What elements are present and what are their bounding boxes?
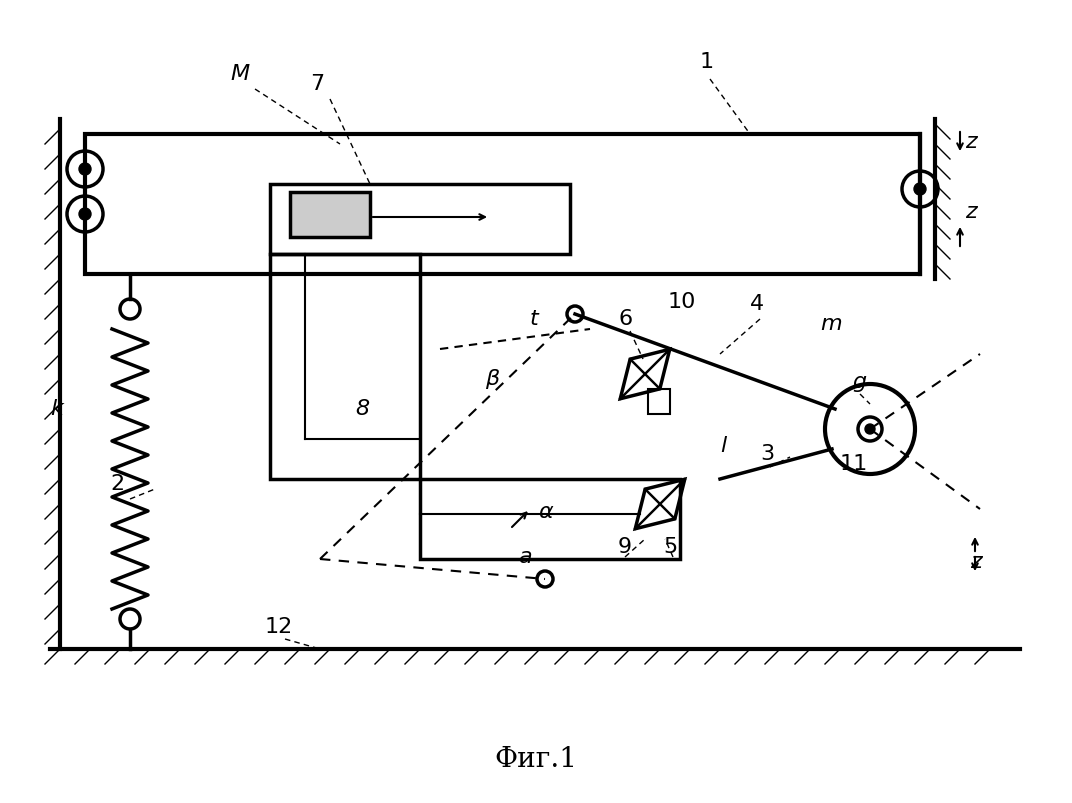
Bar (270, 255, 420, 479)
Circle shape (79, 209, 91, 221)
Text: 12: 12 (265, 616, 294, 636)
Circle shape (865, 425, 875, 434)
Text: z: z (965, 202, 977, 222)
Text: g: g (852, 372, 866, 392)
Text: Фиг.1: Фиг.1 (494, 745, 578, 772)
Text: k: k (50, 398, 63, 418)
Text: 3: 3 (760, 443, 774, 463)
Text: m: m (820, 314, 842, 333)
Text: 8: 8 (355, 398, 369, 418)
Text: l: l (720, 435, 726, 455)
Text: a: a (518, 546, 532, 566)
Circle shape (567, 307, 583, 323)
Circle shape (79, 164, 91, 176)
Bar (270, 185, 570, 255)
Text: $\beta$: $\beta$ (485, 366, 501, 390)
Text: 9: 9 (617, 536, 632, 556)
Text: $\alpha$: $\alpha$ (538, 501, 554, 521)
Text: 10: 10 (668, 291, 697, 312)
Bar (85, 135, 920, 275)
Text: t: t (530, 308, 539, 328)
Text: 7: 7 (310, 74, 324, 94)
Circle shape (914, 184, 926, 196)
Bar (291, 193, 370, 238)
Text: 2: 2 (110, 474, 124, 493)
Text: M: M (230, 64, 250, 84)
Text: 4: 4 (750, 294, 764, 314)
Text: 11: 11 (840, 454, 868, 474)
Circle shape (537, 571, 553, 587)
Text: 1: 1 (700, 52, 714, 72)
Text: z: z (970, 552, 982, 571)
Text: z: z (965, 132, 977, 152)
Text: 6: 6 (617, 308, 632, 328)
Bar (647, 389, 670, 414)
Bar (420, 479, 680, 560)
Text: 5: 5 (662, 536, 678, 556)
